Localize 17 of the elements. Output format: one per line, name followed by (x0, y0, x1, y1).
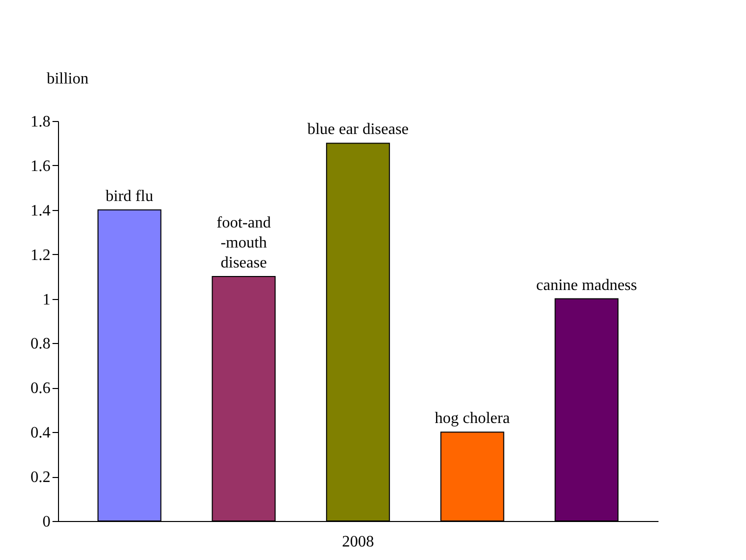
series-label: foot-and-mouth disease (216, 214, 271, 272)
series-label: bird flu (106, 188, 154, 205)
y-tick-label: 1.2 (30, 246, 50, 264)
y-tick-label: 1 (42, 291, 50, 308)
x-tick-label: 2008 (342, 534, 374, 550)
series-label: blue ear disease (307, 121, 409, 138)
y-tick-label: 0 (42, 514, 50, 530)
y-tick-label: 0.8 (30, 336, 50, 353)
series-label: canine madness (536, 276, 637, 294)
y-tick-label: 0.6 (30, 380, 50, 398)
series-label: hog cholera (434, 410, 510, 428)
y-axis-title: billion (46, 70, 88, 88)
y-tick-label: 1.8 (30, 114, 50, 130)
y-tick-label: 0.2 (30, 469, 50, 486)
y-tick-label: 1.6 (30, 158, 50, 175)
y-tick-label: 0.4 (30, 424, 50, 442)
y-tick-label: 1.4 (30, 202, 50, 220)
